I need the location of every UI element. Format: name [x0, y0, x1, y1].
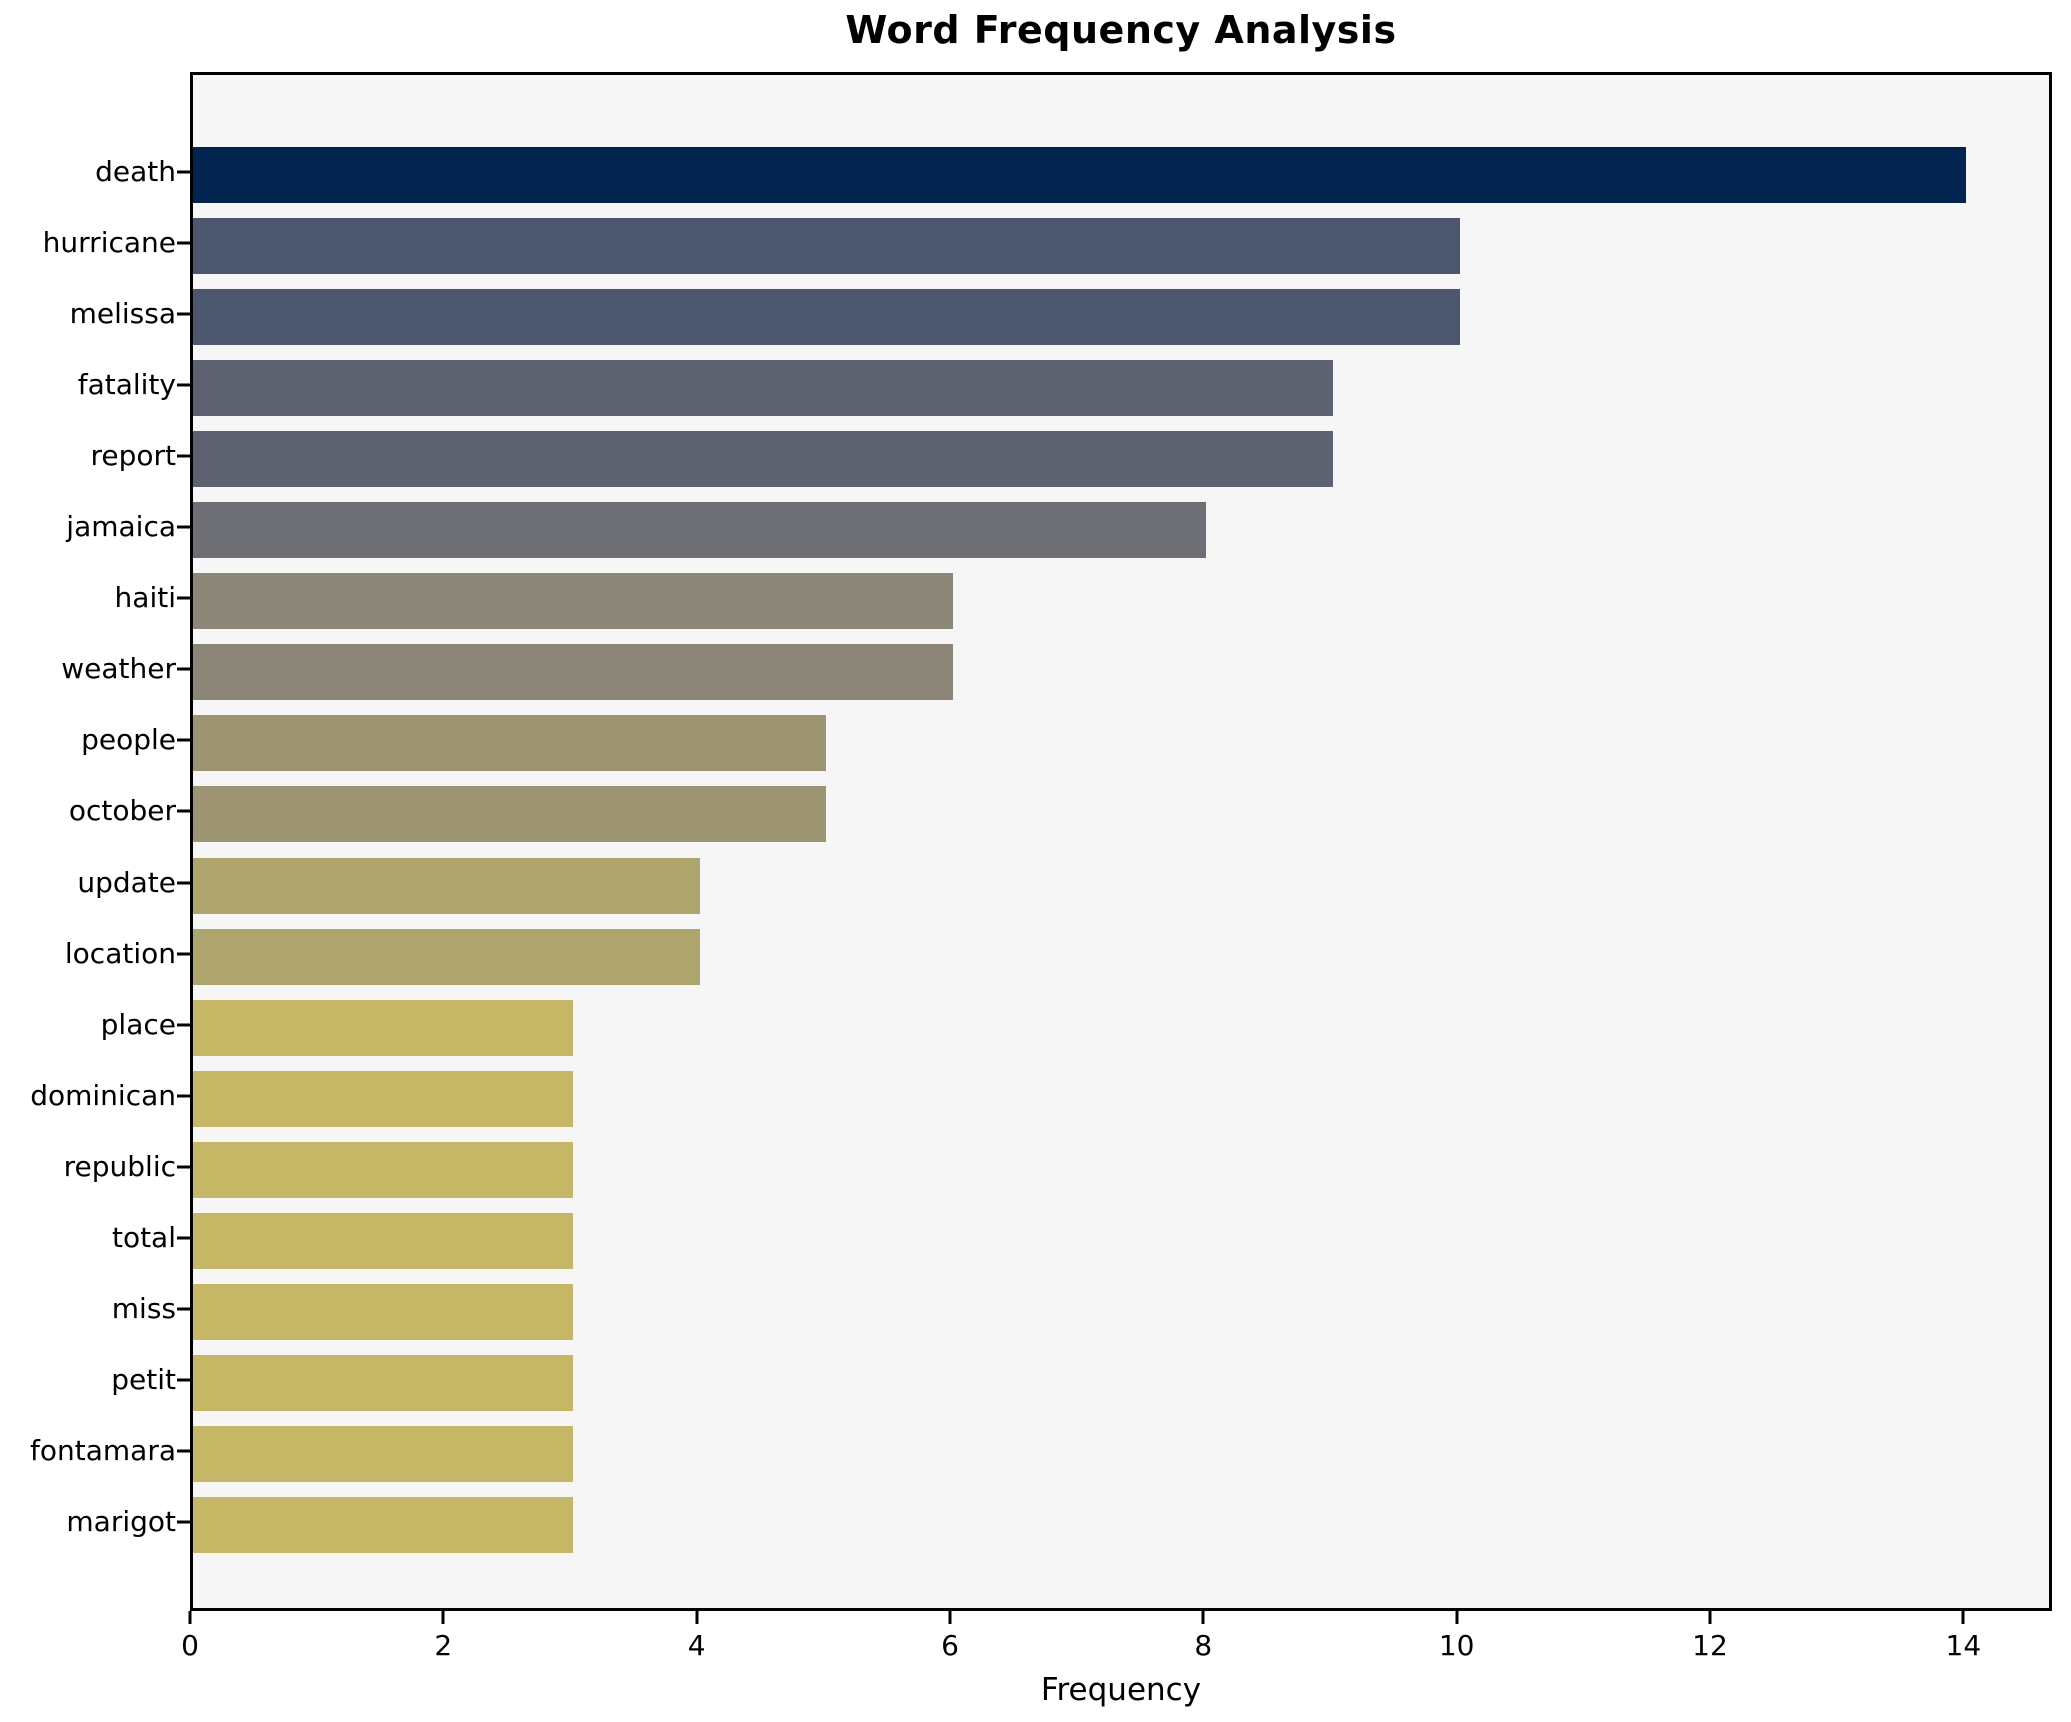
x-tick-mark: [441, 1611, 445, 1624]
y-tick-label-republic: republic: [63, 1149, 176, 1183]
chart-title: Word Frequency Analysis: [845, 8, 1397, 52]
bar-republic: [193, 1141, 573, 1198]
bar-fatality: [193, 360, 1333, 417]
y-tick-mark: [177, 667, 190, 671]
y-tick-mark: [177, 312, 190, 316]
y-tick-label-fatality: fatality: [77, 368, 176, 402]
bar-weather: [193, 644, 953, 701]
y-tick-label-report: report: [90, 439, 176, 473]
x-tick-mark: [948, 1611, 952, 1624]
x-tick-label-6: 6: [941, 1629, 959, 1662]
y-tick-label-october: october: [68, 794, 176, 828]
y-tick-mark: [177, 454, 190, 458]
bar-death: [193, 147, 1967, 203]
y-tick-mark: [177, 241, 190, 245]
y-tick-label-miss: miss: [111, 1291, 176, 1325]
x-tick-mark: [695, 1611, 699, 1624]
bar-hurricane: [193, 218, 1460, 275]
y-tick-label-petit: petit: [111, 1362, 176, 1396]
x-tick-label-2: 2: [434, 1629, 453, 1662]
y-tick-mark: [177, 1449, 190, 1453]
bar-update: [193, 857, 700, 914]
y-tick-mark: [177, 525, 190, 529]
y-tick-mark: [177, 1023, 190, 1027]
y-tick-mark: [177, 1307, 190, 1311]
y-tick-label-melissa: melissa: [69, 297, 176, 331]
x-tick-label-0: 0: [181, 1629, 199, 1662]
bar-fontamara: [193, 1425, 573, 1482]
y-tick-label-jamaica: jamaica: [66, 510, 176, 544]
y-tick-label-weather: weather: [61, 652, 176, 686]
y-tick-mark: [177, 170, 190, 174]
y-tick-mark: [177, 952, 190, 956]
bar-melissa: [193, 289, 1460, 346]
y-tick-mark: [177, 1165, 190, 1169]
plot-area: [190, 72, 2052, 1611]
bar-place: [193, 999, 573, 1056]
y-tick-label-haiti: haiti: [114, 581, 176, 615]
x-tick-label-14: 14: [1945, 1629, 1982, 1662]
x-tick-mark: [1708, 1611, 1712, 1624]
y-tick-label-people: people: [81, 723, 176, 757]
y-tick-label-marigot: marigot: [66, 1504, 176, 1538]
y-tick-label-location: location: [64, 936, 176, 970]
bar-total: [193, 1212, 573, 1269]
x-axis-label: Frequency: [1040, 1672, 1202, 1708]
y-tick-label-place: place: [100, 1007, 176, 1041]
y-tick-mark: [177, 1378, 190, 1382]
bar-petit: [193, 1354, 573, 1411]
y-tick-mark: [177, 1520, 190, 1524]
y-tick-label-death: death: [95, 155, 176, 188]
bar-jamaica: [193, 502, 1207, 559]
x-tick-label-10: 10: [1438, 1629, 1475, 1662]
x-tick-label-4: 4: [687, 1629, 706, 1662]
bar-october: [193, 786, 827, 843]
y-tick-mark: [177, 738, 190, 742]
bar-report: [193, 431, 1333, 488]
x-tick-mark: [1961, 1611, 1965, 1624]
bar-miss: [193, 1283, 573, 1340]
y-tick-mark: [177, 1094, 190, 1098]
x-tick-label-12: 12: [1692, 1629, 1728, 1662]
y-tick-label-fontamara: fontamara: [30, 1433, 176, 1467]
x-tick-mark: [1201, 1611, 1205, 1624]
x-tick-mark: [188, 1611, 192, 1624]
y-tick-mark: [177, 596, 190, 600]
bar-haiti: [193, 573, 953, 630]
y-tick-label-total: total: [111, 1220, 176, 1254]
x-tick-label-8: 8: [1194, 1629, 1213, 1662]
y-tick-label-update: update: [77, 865, 176, 899]
y-tick-mark: [177, 383, 190, 387]
y-tick-mark: [177, 809, 190, 813]
y-tick-label-dominican: dominican: [30, 1078, 176, 1112]
bar-people: [193, 715, 827, 772]
y-tick-mark: [177, 1236, 190, 1240]
bar-dominican: [193, 1070, 573, 1127]
y-tick-mark: [177, 881, 190, 884]
y-tick-label-hurricane: hurricane: [42, 226, 176, 260]
bar-marigot: [193, 1496, 573, 1553]
x-tick-mark: [1455, 1611, 1459, 1624]
bar-location: [193, 928, 700, 985]
